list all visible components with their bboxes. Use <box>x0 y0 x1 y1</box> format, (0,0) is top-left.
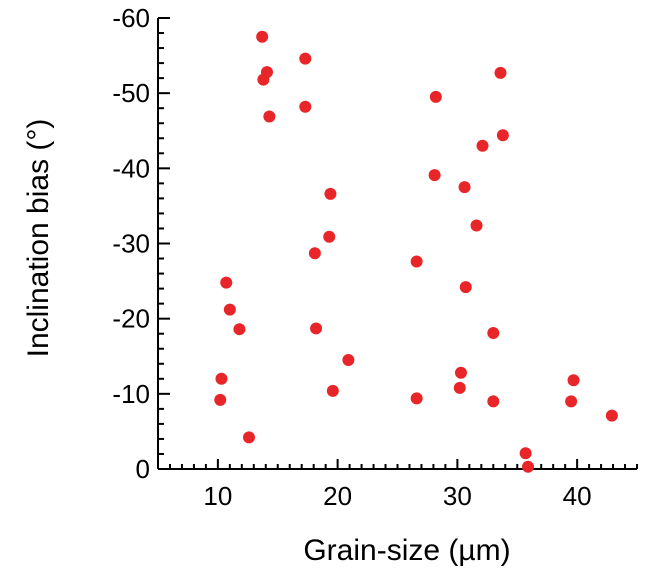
tick-labels: 10 20 30 40 0 -10 -20 -30 -40 -50 -60 <box>112 3 591 511</box>
data-point <box>428 169 441 182</box>
y-tick-label: -60 <box>112 3 150 33</box>
y-tick-label: -30 <box>112 229 150 259</box>
data-point <box>214 393 227 406</box>
data-point <box>326 384 339 397</box>
x-tick-label: 10 <box>203 481 232 511</box>
data-point <box>458 181 471 194</box>
data-point <box>215 372 228 385</box>
data-point <box>323 230 336 243</box>
data-point <box>308 247 321 260</box>
x-axis-label: Grain-size (µm) <box>303 534 510 567</box>
data-point <box>487 395 500 408</box>
data-point <box>487 326 500 339</box>
data-point <box>410 392 423 405</box>
data-point <box>220 276 233 289</box>
data-point <box>310 322 323 335</box>
data-point <box>494 66 507 79</box>
y-tick-label: -20 <box>112 304 150 334</box>
data-point <box>257 73 270 86</box>
data-point <box>519 447 532 460</box>
data-point <box>522 460 535 473</box>
data-point <box>454 366 467 379</box>
data-point <box>256 30 269 43</box>
data-point <box>410 255 423 268</box>
data-point <box>565 395 578 408</box>
data-point <box>299 52 312 65</box>
data-point <box>496 129 509 142</box>
y-tick-label: 0 <box>136 454 150 484</box>
y-tick-label: -40 <box>112 153 150 183</box>
data-point <box>476 139 489 152</box>
data-point <box>299 100 312 113</box>
data-point <box>459 281 472 294</box>
x-tick-label: 30 <box>443 481 472 511</box>
data-point <box>567 374 580 387</box>
y-tick-label: -10 <box>112 379 150 409</box>
data-point <box>453 381 466 394</box>
data-points <box>214 30 618 473</box>
axis-ticks <box>157 17 638 470</box>
data-point <box>233 323 246 336</box>
data-point <box>342 354 355 367</box>
data-point <box>470 219 483 232</box>
data-point <box>243 431 256 444</box>
y-tick-label: -50 <box>112 78 150 108</box>
x-tick-label: 20 <box>323 481 352 511</box>
y-axis-label: Inclination bias (°) <box>22 119 55 358</box>
data-point <box>324 187 337 200</box>
data-point <box>605 409 618 422</box>
data-point <box>429 90 442 103</box>
data-point <box>223 303 236 316</box>
x-tick-label: 40 <box>563 481 592 511</box>
data-point <box>263 110 276 123</box>
